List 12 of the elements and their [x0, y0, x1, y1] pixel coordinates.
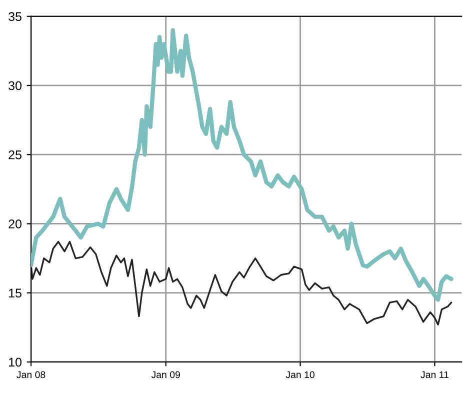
x-tick-label: Jan 09: [151, 371, 180, 378]
y-tick-label: 15: [9, 288, 22, 298]
y-tick-label: 25: [8, 150, 22, 160]
y-tick-label: 20: [8, 220, 22, 228]
x-tick-label: Jan 08: [16, 371, 46, 378]
y-tick-label: 10: [9, 358, 22, 367]
y-tick-label: 30: [8, 81, 22, 90]
line-series: [31, 240, 452, 326]
line-series: [31, 28, 454, 302]
y-tick-label: 35: [8, 12, 22, 22]
x-tick-label: Jan 10: [286, 371, 314, 378]
x-tick-label: Jan 11: [420, 371, 448, 378]
